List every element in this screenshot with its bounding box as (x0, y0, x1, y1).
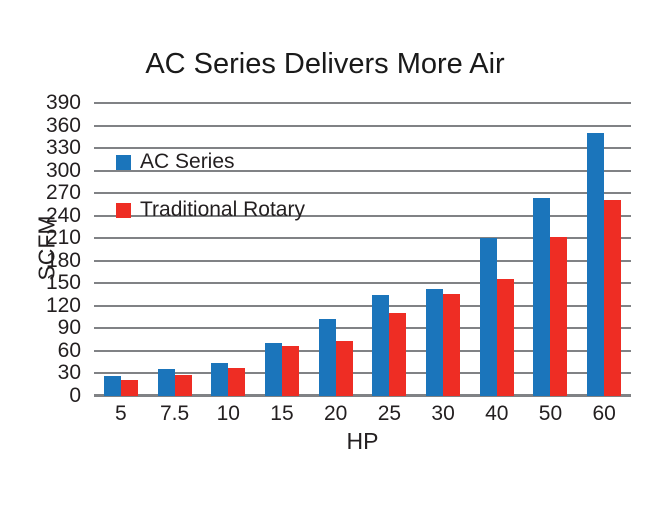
legend-swatch-icon (116, 154, 131, 170)
y-tick-label-120: 120 (45, 293, 81, 317)
gridline-210 (94, 237, 631, 240)
x-axis-title: HP (346, 428, 379, 454)
x-tick-label-40: 40 (485, 402, 509, 425)
bar-ac-series-7.5 (157, 368, 175, 396)
bar-group-60 (577, 103, 631, 396)
x-tick-labels: 5 7.5 10 15 20 25 30 40 50 60 (94, 402, 631, 426)
bar-group-5 (94, 103, 148, 396)
bar-group-15 (255, 103, 309, 396)
gridline-120 (94, 304, 631, 307)
plot-area: 0 30 60 90 120 150 180 210 240 270 300 330 360 390 AC… (46, 92, 631, 407)
y-tick-label-60: 60 (57, 338, 81, 362)
x-tick-label-30: 30 (431, 402, 455, 425)
bar-traditional-rotary-10 (228, 368, 246, 396)
bar-group-50 (524, 103, 578, 396)
legend: AC Series Traditional Rotary (116, 150, 305, 222)
gridline-330 (94, 147, 631, 150)
y-tick-label-240: 240 (45, 203, 81, 227)
y-tick-label-210: 210 (45, 226, 81, 250)
bar-group-20 (309, 103, 363, 396)
bar-traditional-rotary-30 (443, 293, 461, 396)
bar-traditional-rotary-20 (335, 341, 353, 396)
bar-traditional-rotary-7.5 (174, 374, 192, 396)
bars-row (94, 103, 631, 396)
gridline-30 (94, 372, 631, 375)
legend-item-ac-series: AC Series (116, 150, 305, 174)
gridline-90 (94, 327, 631, 330)
bar-traditional-rotary-60 (604, 199, 622, 396)
y-tick-label-330: 330 (45, 136, 81, 160)
bar-ac-series-30 (426, 288, 444, 396)
legend-item-traditional-rotary: Traditional Rotary (116, 198, 305, 222)
y-tick-label-390: 390 (45, 91, 81, 114)
bar-ac-series-40 (479, 238, 497, 396)
bar-traditional-rotary-5 (120, 380, 138, 396)
y-tick-label-270: 270 (45, 181, 81, 205)
bar-traditional-rotary-15 (281, 346, 299, 396)
bar-traditional-rotary-50 (550, 236, 568, 396)
gridline-240 (94, 214, 631, 217)
x-tick-label-15: 15 (270, 402, 294, 425)
legend-label: Traditional Rotary (140, 198, 305, 221)
bar-ac-series-15 (264, 342, 282, 396)
bar-ac-series-20 (318, 318, 336, 396)
x-tick-label-25: 25 (377, 402, 402, 425)
bar-group-40 (470, 103, 524, 396)
bar-ac-series-5 (103, 376, 121, 396)
y-tick-label-90: 90 (57, 316, 81, 340)
legend-label: AC Series (140, 150, 235, 173)
bar-group-10 (201, 103, 255, 396)
x-tick-label-20: 20 (323, 402, 348, 425)
bar-group-25 (363, 103, 417, 396)
y-tick-label-300: 300 (45, 158, 81, 182)
y-tick-label-150: 150 (45, 271, 81, 295)
bar-ac-series-25 (372, 294, 390, 396)
bar-ac-series-10 (211, 362, 229, 396)
y-tick-label-30: 30 (57, 361, 81, 385)
y-tick-label-0: 0 (69, 384, 81, 407)
y-tick-label-360: 360 (45, 113, 81, 137)
x-tick-label-5: 5 (115, 402, 127, 425)
gridline-270 (94, 192, 631, 195)
bar-ac-series-50 (533, 198, 551, 396)
x-tick-label-50: 50 (538, 402, 563, 425)
gridline-180 (94, 259, 631, 262)
y-tick-label-180: 180 (45, 248, 81, 272)
gridline-150 (94, 282, 631, 285)
gridline-360 (94, 124, 631, 127)
chart-title: AC Series Delivers More Air (145, 48, 505, 80)
x-tick-label-10: 10 (216, 402, 240, 425)
x-axis-line (94, 394, 631, 397)
x-tick-label-7.5: 7.5 (159, 402, 190, 425)
bar-traditional-rotary-40 (496, 278, 514, 396)
x-tick-label-60: 60 (592, 402, 616, 425)
gridline-60 (94, 349, 631, 352)
bar-traditional-rotary-25 (389, 313, 407, 396)
bar-group-7.5 (148, 103, 202, 396)
bar-group-30 (416, 103, 470, 396)
gridline-300 (94, 169, 631, 172)
gridline-390 (94, 102, 631, 104)
bar-ac-series-60 (587, 133, 605, 396)
legend-swatch-icon (116, 202, 131, 218)
